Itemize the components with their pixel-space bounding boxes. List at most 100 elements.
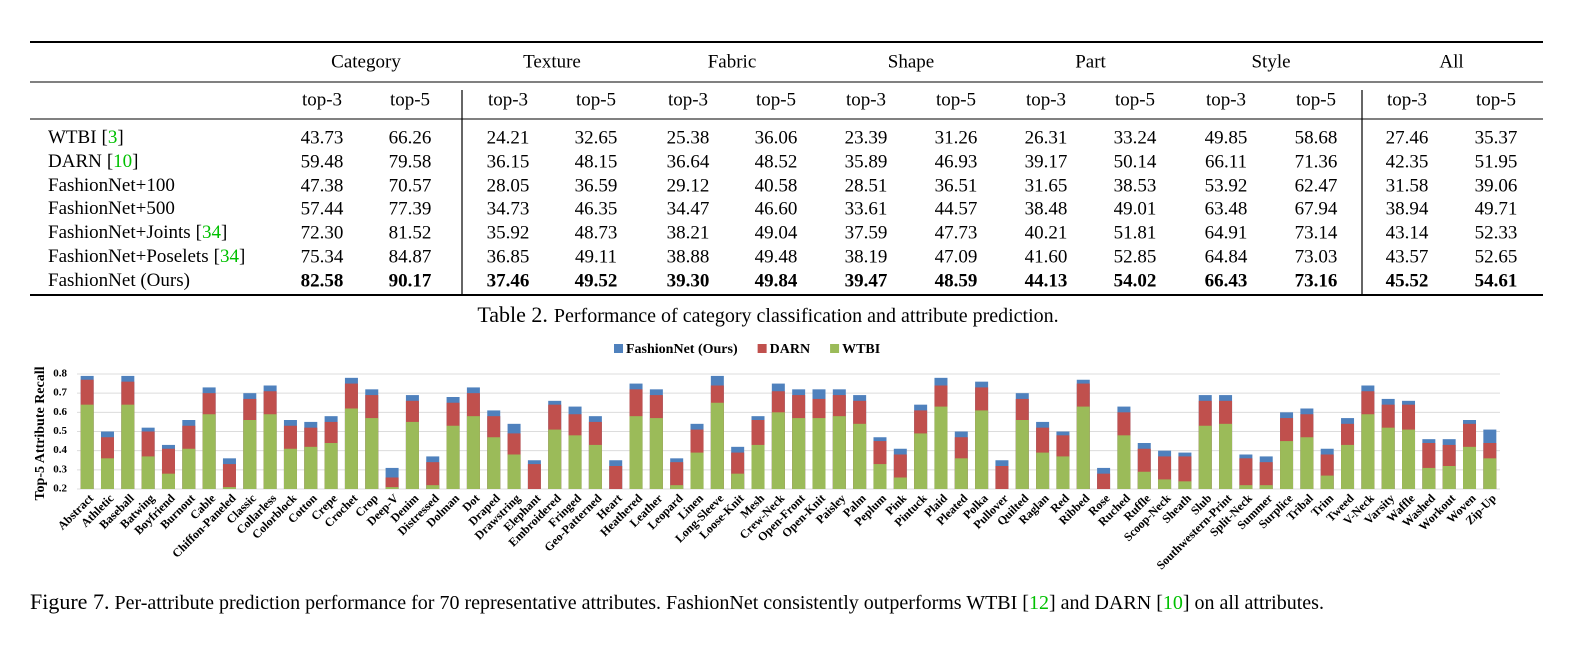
table-cell: 58.68 [1295, 127, 1338, 148]
group-header: Part [1075, 51, 1106, 72]
table-cell: 36.15 [487, 151, 530, 172]
sub-header: top-5 [756, 89, 796, 110]
bar [710, 402, 724, 489]
bar [812, 418, 826, 489]
bracket: ] [221, 222, 227, 243]
bar [670, 462, 684, 489]
table-cell: 64.91 [1205, 222, 1248, 243]
bar [344, 408, 358, 489]
bar [1442, 466, 1456, 489]
bar [1036, 452, 1050, 489]
table-cell: 37.46 [487, 270, 530, 291]
table-cell: 32.65 [575, 127, 618, 148]
table-cell: 38.19 [845, 246, 888, 267]
bar [1158, 479, 1172, 489]
table-cell: 59.48 [301, 151, 344, 172]
method-name: FashionNet+Joints [48, 222, 191, 243]
bar [792, 418, 806, 489]
table-cell: 52.65 [1475, 246, 1518, 267]
table-cell: 39.17 [1025, 151, 1068, 172]
y-tick-label: 0.7 [53, 387, 67, 399]
y-tick-label: 0.2 [53, 483, 67, 495]
bar [1178, 481, 1192, 489]
bar [1219, 423, 1233, 489]
table-cell: 66.43 [1205, 270, 1248, 291]
row-label: DARN [10] [48, 151, 139, 172]
table-cell: 66.11 [1205, 151, 1247, 172]
table-cell: 40.21 [1025, 222, 1068, 243]
bar [934, 406, 948, 489]
method-name: DARN [48, 151, 102, 172]
table-cell: 54.02 [1114, 270, 1157, 291]
bar [1280, 441, 1294, 489]
table-cell: 23.39 [845, 127, 888, 148]
bar [446, 425, 460, 489]
table-cell: 52.33 [1475, 222, 1518, 243]
method-name: FashionNet+100 [48, 175, 175, 196]
bracket: [ [1022, 592, 1029, 614]
table-cell: 49.71 [1475, 198, 1518, 219]
row-label: FashionNet+500 [48, 198, 175, 219]
bar [426, 485, 440, 489]
table-cell: 25.38 [667, 127, 710, 148]
table-caption: Table 2. Performance of category classifi… [477, 302, 1058, 327]
bar [690, 452, 704, 489]
bar [141, 456, 155, 489]
group-header: Texture [523, 51, 581, 72]
bar [914, 433, 928, 489]
bar [832, 416, 846, 489]
table-label: Table 2. [477, 302, 548, 327]
citation: 10 [1162, 592, 1183, 614]
bar [1320, 475, 1334, 489]
table-cell: 38.53 [1114, 175, 1157, 196]
sub-header: top-5 [936, 89, 976, 110]
caption-text: Per-attribute prediction performance for… [114, 592, 1023, 614]
table-cell: 33.61 [845, 198, 888, 219]
table-cell: 49.01 [1114, 198, 1157, 219]
bar [629, 416, 643, 489]
table-cell: 71.36 [1295, 151, 1338, 172]
bar [1422, 467, 1436, 489]
y-tick-label: 0.3 [53, 463, 67, 475]
bar [568, 435, 582, 489]
bar [1463, 446, 1477, 489]
table-cell: 51.81 [1114, 222, 1157, 243]
table-cell: 28.05 [487, 175, 530, 196]
bar [1117, 435, 1131, 489]
table-caption-text: Performance of category classification a… [554, 305, 1059, 327]
table-cell: 48.73 [575, 222, 618, 243]
bar [1076, 406, 1090, 489]
bar [405, 421, 419, 489]
group-header: Fabric [708, 51, 757, 72]
table-cell: 27.46 [1386, 127, 1429, 148]
group-header: Category [331, 51, 401, 72]
table-cell: 34.47 [667, 198, 710, 219]
bar [121, 404, 135, 489]
method-name: WTBI [48, 127, 97, 148]
row-label: FashionNet+Joints [34] [48, 222, 227, 243]
bar [975, 410, 989, 489]
sub-header: top-5 [390, 89, 430, 110]
y-tick-label: 0.4 [53, 444, 67, 456]
sub-header: top-3 [668, 89, 708, 110]
bracket: ] [1048, 592, 1056, 614]
bar [1483, 458, 1497, 489]
bar [1361, 414, 1375, 489]
bracket: [ [102, 127, 108, 148]
row-label: FashionNet+100 [48, 175, 175, 196]
bar [161, 473, 175, 489]
table-cell: 24.21 [487, 127, 530, 148]
table-cell: 36.85 [487, 246, 530, 267]
table-cell: 79.58 [389, 151, 432, 172]
caption-text: and DARN [1055, 592, 1157, 614]
table-cell: 54.61 [1475, 270, 1518, 291]
table-cell: 63.48 [1205, 198, 1248, 219]
bracket: ] [1182, 592, 1190, 614]
row-label: FashionNet (Ours) [48, 270, 190, 291]
y-tick-label: 0.6 [53, 406, 67, 418]
table-cell: 38.88 [667, 246, 710, 267]
bar [365, 418, 379, 489]
bar [507, 454, 521, 489]
